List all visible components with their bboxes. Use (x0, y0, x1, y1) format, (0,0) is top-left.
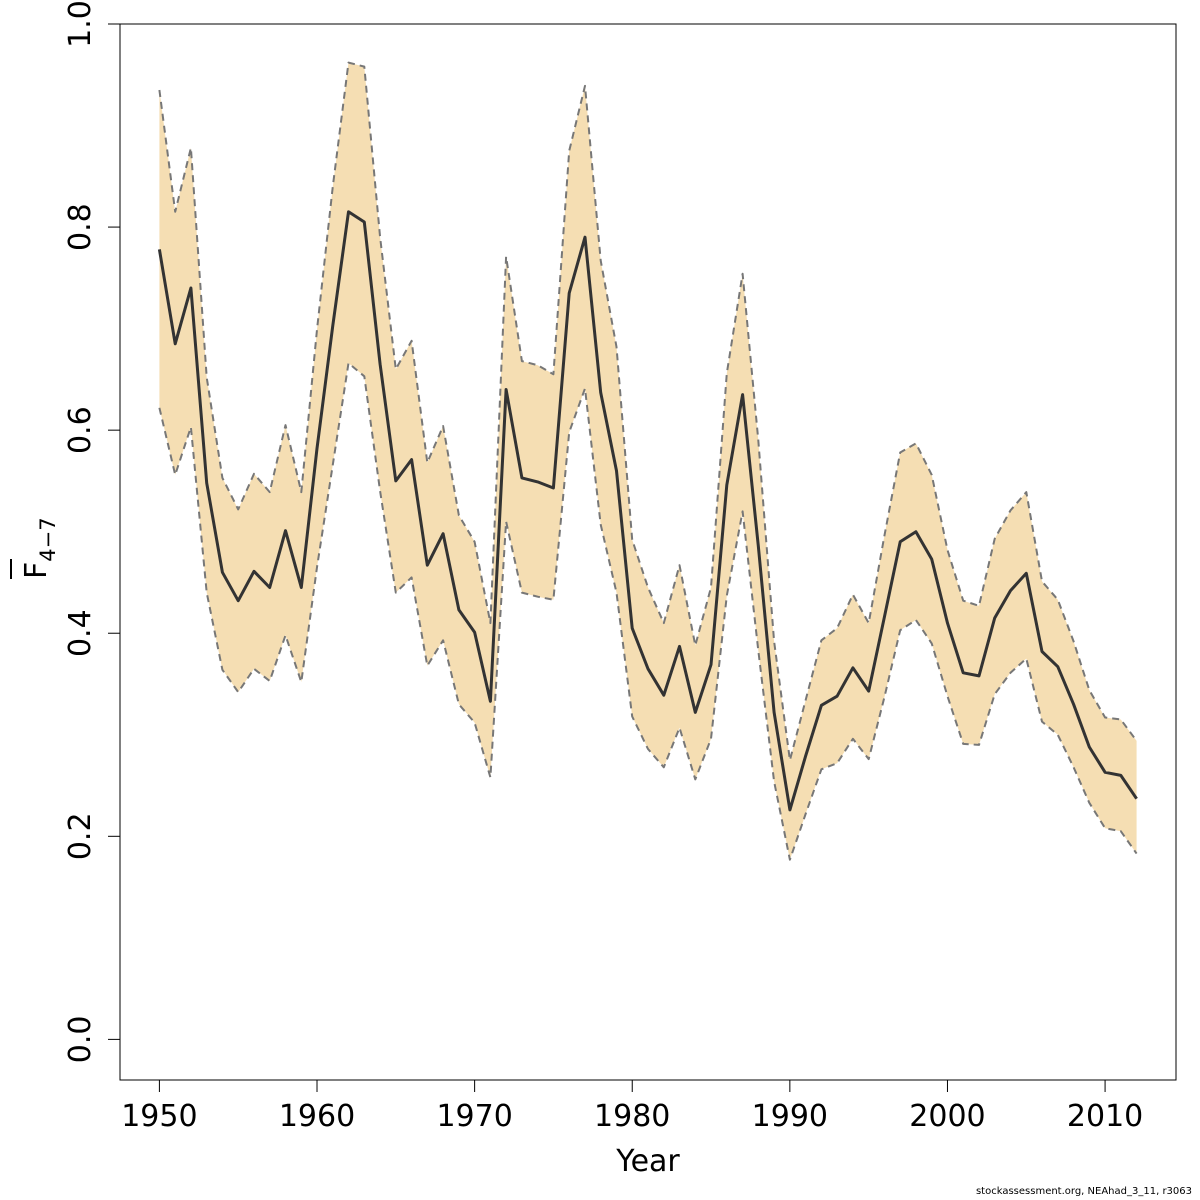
x-tick-label: 1950 (121, 1099, 197, 1134)
estimate-line (157, 210, 1138, 812)
y-axis-title-main: F (19, 562, 54, 579)
x-tick-label: 1960 (279, 1099, 355, 1134)
x-axis: 1950 1960 1970 1980 1990 2000 2010 (121, 1079, 1143, 1134)
y-axis-title-subscript: 4−7 (36, 517, 60, 561)
y-tick-label: 1.0 (63, 0, 98, 48)
upper-bound-line (158, 61, 1138, 762)
lower-bound-line (158, 362, 1138, 861)
confidence-band (159, 62, 1137, 860)
y-tick-label: 0.6 (63, 406, 98, 454)
x-tick-label: 2010 (1067, 1099, 1143, 1134)
x-tick-label: 2000 (909, 1099, 985, 1134)
x-tick-label: 1970 (436, 1099, 512, 1134)
x-tick-label: 1980 (594, 1099, 670, 1134)
y-tick-label: 0.4 (63, 609, 98, 657)
y-axis: 0.0 0.2 0.4 0.6 0.8 1.0 (63, 0, 121, 1064)
confidence-band-area (159, 62, 1137, 860)
svg-text:F4−7: F4−7 (19, 517, 60, 579)
credit-text: stockassessment.org, NEAhad_3_11, r3063 (975, 1186, 1192, 1197)
y-axis-title: F4−7 (10, 517, 60, 579)
y-tick-label: 0.8 (63, 203, 98, 251)
series-lines (157, 61, 1138, 861)
x-tick-label: 1990 (752, 1099, 828, 1134)
x-axis-title: Year (615, 1144, 680, 1179)
y-tick-label: 0.2 (63, 812, 98, 860)
y-tick-label: 0.0 (63, 1016, 98, 1064)
